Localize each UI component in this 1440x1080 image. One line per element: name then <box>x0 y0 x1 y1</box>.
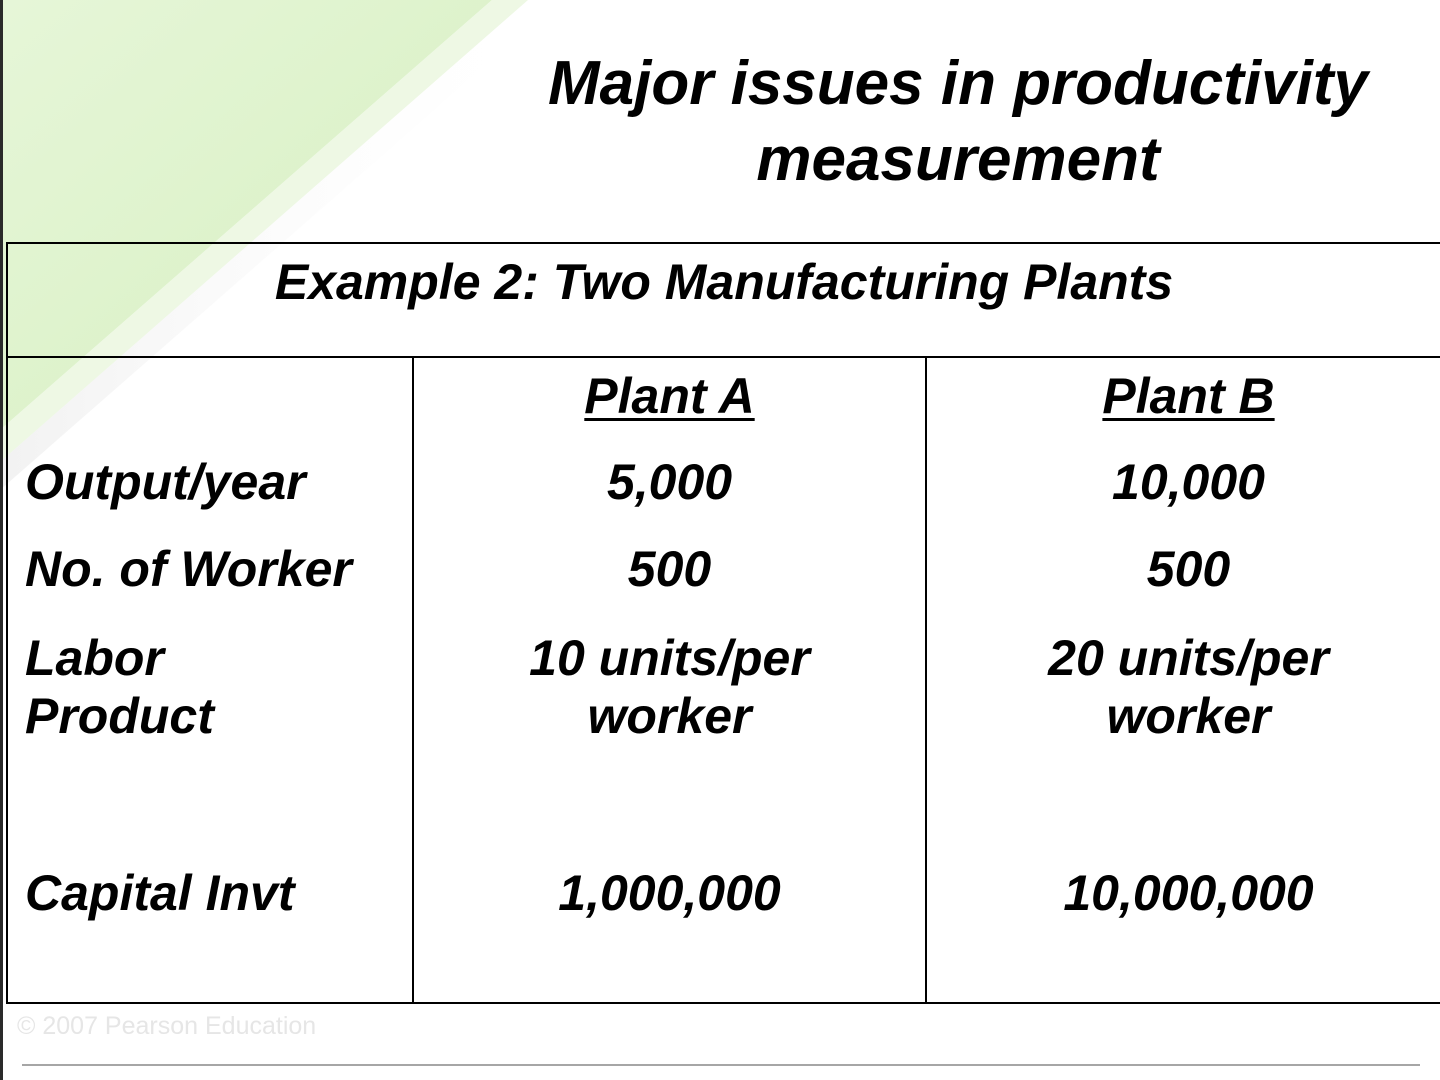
cell-labor-plant-b: 20 units/per worker <box>927 629 1440 745</box>
cell-labor-plant-a: 10 units/per worker <box>414 629 925 745</box>
footer-divider <box>22 1064 1420 1066</box>
footer-copyright: © 2007 Pearson Education <box>17 1012 317 1040</box>
cell-output-plant-b: 10,000 <box>1112 454 1265 510</box>
row-label-labor-line1: Labor <box>25 630 164 686</box>
shadow-stripe-decoration <box>0 0 560 490</box>
left-edge-line <box>0 0 3 1080</box>
cell-labor-plant-b-line2: worker <box>1106 688 1271 744</box>
cell-capital-plant-a: 1,000,000 <box>558 865 781 921</box>
column-header-plant-b: Plant B <box>1102 368 1275 424</box>
column-divider <box>925 358 927 1002</box>
table-caption: Example 2: Two Manufacturing Plants <box>8 244 1440 358</box>
slide-title: Major issues in productivity measurement <box>480 46 1436 198</box>
table-caption-text: Example 2: Two Manufacturing Plants <box>274 254 1174 310</box>
cell-labor-plant-b-line1: 20 units/per <box>1048 630 1329 686</box>
row-label-workers: No. of Worker <box>25 541 352 597</box>
slide-title-line1: Major issues in productivity <box>548 49 1368 118</box>
cell-output-plant-a: 5,000 <box>606 454 733 510</box>
comparison-table: Example 2: Two Manufacturing Plants Plan… <box>6 242 1440 1004</box>
cell-workers-plant-a: 500 <box>627 541 712 597</box>
column-header-plant-a: Plant A <box>584 368 755 424</box>
column-divider <box>412 358 414 1002</box>
cell-labor-plant-a-line1: 10 units/per <box>529 630 810 686</box>
row-label-labor-line2: Product <box>25 688 214 744</box>
cell-labor-plant-a-line2: worker <box>587 688 752 744</box>
row-label-output: Output/year <box>25 454 306 510</box>
cell-capital-plant-b: 10,000,000 <box>1063 865 1314 921</box>
row-label-labor-product: Labor Product <box>25 629 405 745</box>
slide-title-line2: measurement <box>756 125 1160 194</box>
cell-workers-plant-b: 500 <box>1146 541 1231 597</box>
row-label-capital: Capital Invt <box>25 865 295 921</box>
